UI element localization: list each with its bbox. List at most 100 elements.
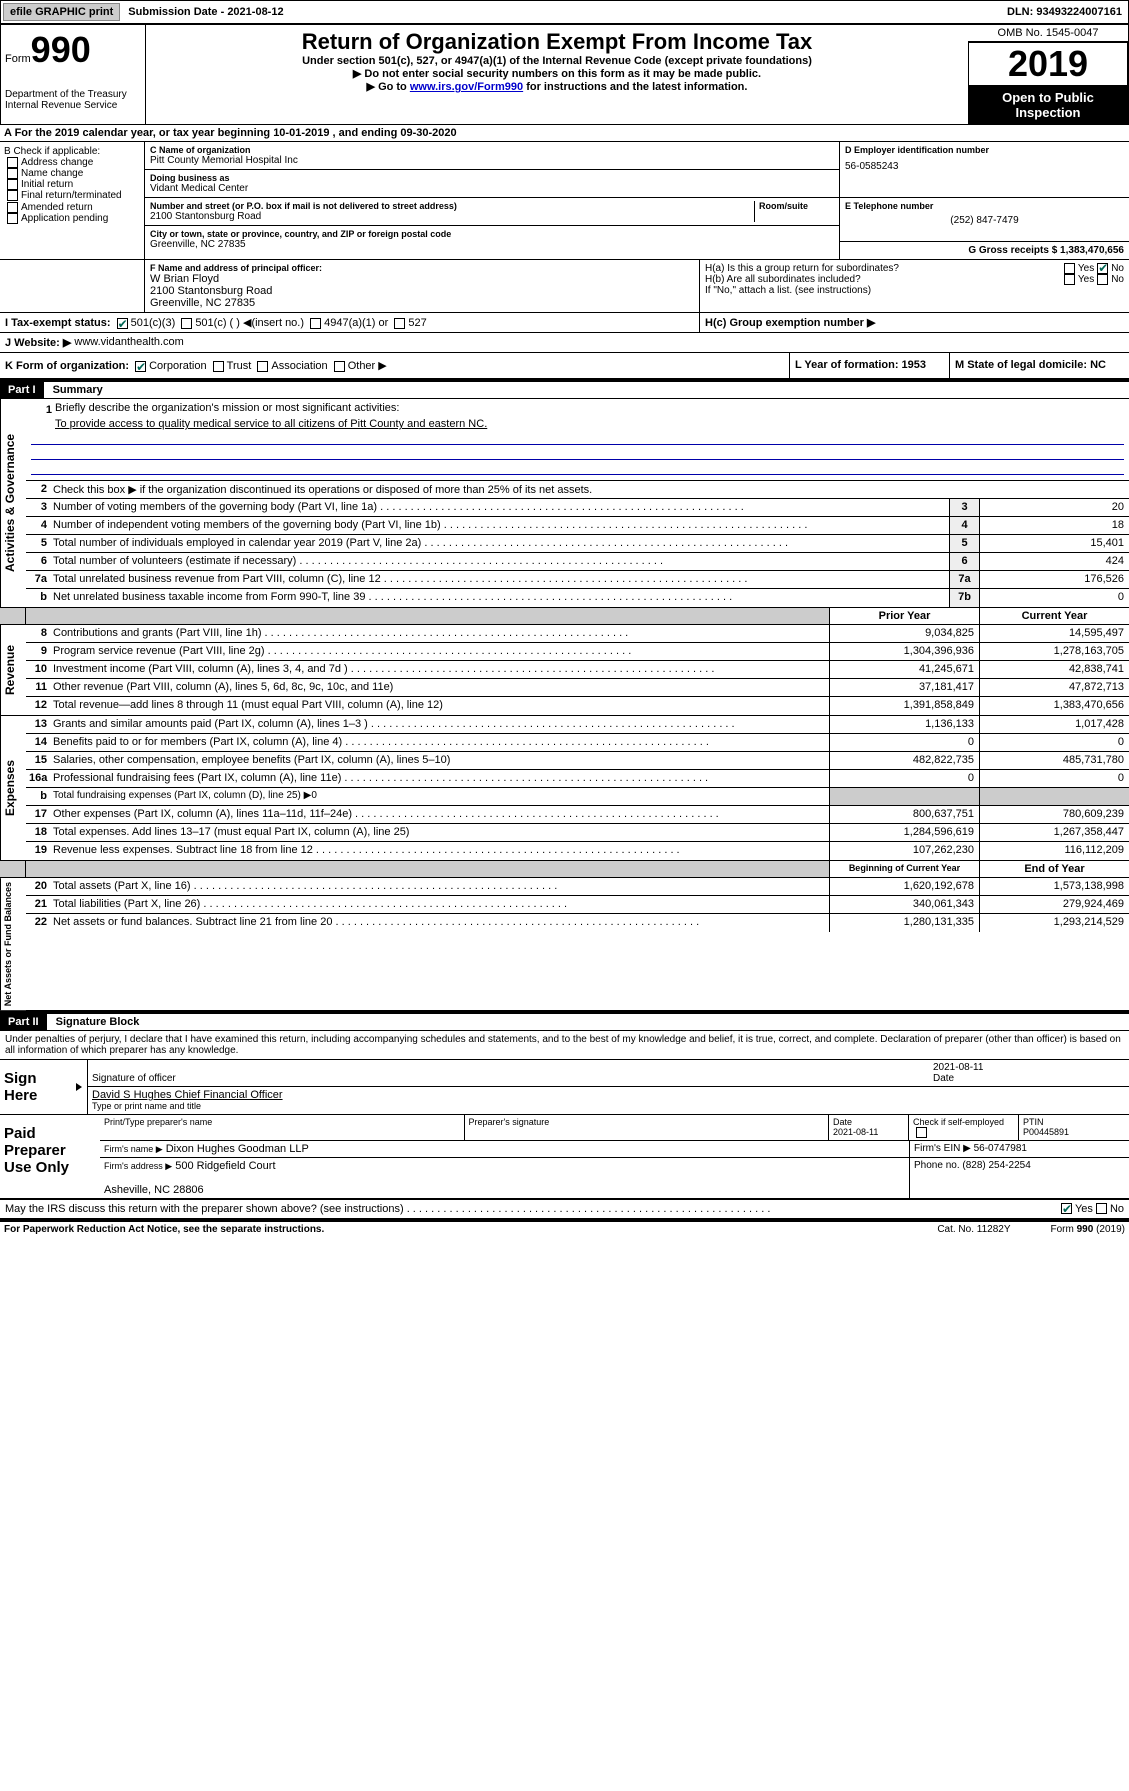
527-checkbox[interactable] [394, 318, 405, 329]
beginning-year-header: Beginning of Current Year [829, 861, 979, 877]
line-8-prior: 9,034,825 [829, 625, 979, 642]
name-change-checkbox[interactable] [7, 168, 18, 179]
line-15-prior: 482,822,735 [829, 752, 979, 769]
mission-blank-1 [31, 432, 1124, 445]
column-b-checkboxes: B Check if applicable: Address change Na… [0, 142, 145, 259]
amended-return-checkbox[interactable] [7, 202, 18, 213]
line-16b-text: Total fundraising expenses (Part IX, col… [50, 788, 829, 805]
line-22-text: Net assets or fund balances. Subtract li… [50, 914, 829, 932]
line-16b-shade-b [979, 788, 1129, 805]
vlabel-expenses: Expenses [0, 716, 26, 860]
other-label: Other ▶ [348, 360, 387, 372]
open-public-inspection: Open to Public Inspection [968, 86, 1128, 124]
sign-arrow-icon [76, 1083, 82, 1091]
line-21-text: Total liabilities (Part X, line 26) [50, 896, 829, 913]
line-18-current: 1,267,358,447 [979, 824, 1129, 841]
line-22-prior: 1,280,131,335 [829, 914, 979, 932]
type-name-label: Type or print name and title [92, 1101, 1125, 1111]
form-footer: Form 990 (2019) [1051, 1224, 1125, 1235]
submission-date-label: Submission Date - 2021-08-12 [122, 4, 289, 20]
application-pending-checkbox[interactable] [7, 213, 18, 224]
line-10-current: 42,838,741 [979, 661, 1129, 678]
top-bar: efile GRAPHIC print Submission Date - 20… [0, 0, 1129, 24]
4947-checkbox[interactable] [310, 318, 321, 329]
efile-print-button[interactable]: efile GRAPHIC print [3, 3, 120, 21]
line-15-text: Salaries, other compensation, employee b… [50, 752, 829, 769]
self-employed-checkbox[interactable] [916, 1127, 927, 1138]
room-label: Room/suite [759, 201, 834, 211]
line-5-val: 15,401 [979, 535, 1129, 552]
corp-checkbox[interactable] [135, 361, 146, 372]
dln-label: DLN: 93493224007161 [1001, 4, 1128, 20]
discuss-yes: Yes [1075, 1203, 1093, 1215]
irs-link[interactable]: www.irs.gov/Form990 [410, 81, 523, 93]
initial-return-checkbox[interactable] [7, 179, 18, 190]
line-8-current: 14,595,497 [979, 625, 1129, 642]
line-9-current: 1,278,163,705 [979, 643, 1129, 660]
discuss-no: No [1110, 1203, 1124, 1215]
firm-name-label: Firm's name ▶ [104, 1144, 163, 1154]
line-15-current: 485,731,780 [979, 752, 1129, 769]
line-7a-text: Total unrelated business revenue from Pa… [50, 571, 949, 588]
vlabel-net-assets: Net Assets or Fund Balances [0, 878, 26, 1010]
hb-no-checkbox[interactable] [1097, 274, 1108, 285]
final-return-label: Final return/terminated [21, 191, 122, 202]
street-address: 2100 Stantonsburg Road [150, 211, 754, 222]
line-11-text: Other revenue (Part VIII, column (A), li… [50, 679, 829, 696]
ha-yes-checkbox[interactable] [1064, 263, 1075, 274]
prep-name-label: Print/Type preparer's name [100, 1115, 465, 1140]
org-name: Pitt County Memorial Hospital Inc [150, 155, 834, 166]
firm-ein: Firm's EIN ▶ 56-0747981 [909, 1141, 1129, 1157]
line-12-text: Total revenue—add lines 8 through 11 (mu… [50, 697, 829, 715]
dept-treasury: Department of the Treasury Internal Reve… [5, 89, 141, 111]
assoc-checkbox[interactable] [257, 361, 268, 372]
city-label: City or town, state or province, country… [150, 229, 834, 239]
final-return-checkbox[interactable] [7, 190, 18, 201]
line-6-val: 424 [979, 553, 1129, 570]
mission-blank-3 [31, 462, 1124, 475]
line-10-text: Investment income (Part VIII, column (A)… [50, 661, 829, 678]
line-20-current: 1,573,138,998 [979, 878, 1129, 895]
trust-checkbox[interactable] [213, 361, 224, 372]
ha-yes: Yes [1078, 263, 1094, 274]
part-ii-title: Signature Block [50, 1014, 146, 1030]
other-checkbox[interactable] [334, 361, 345, 372]
line-13-prior: 1,136,133 [829, 716, 979, 733]
current-year-header: Current Year [979, 608, 1129, 624]
line-17-prior: 800,637,751 [829, 806, 979, 823]
discuss-no-checkbox[interactable] [1096, 1203, 1107, 1214]
vlabel-governance: Activities & Governance [0, 399, 26, 607]
omb-number: OMB No. 1545-0047 [968, 25, 1128, 42]
line-9-text: Program service revenue (Part VIII, line… [50, 643, 829, 660]
paid-preparer-label: Paid Preparer Use Only [0, 1115, 100, 1198]
firm-name: Dixon Hughes Goodman LLP [166, 1143, 309, 1155]
officer-name: W Brian Floyd [150, 273, 694, 285]
501c3-checkbox[interactable] [117, 318, 128, 329]
line-14-current: 0 [979, 734, 1129, 751]
line-16a-text: Professional fundraising fees (Part IX, … [50, 770, 829, 787]
cat-number: Cat. No. 11282Y [937, 1224, 1010, 1235]
form-header: Form990 Department of the Treasury Inter… [0, 24, 1129, 125]
ha-no-checkbox[interactable] [1097, 263, 1108, 274]
501c-checkbox[interactable] [181, 318, 192, 329]
line-7b-text: Net unrelated business taxable income fr… [50, 589, 949, 607]
c-name-label: C Name of organization [150, 145, 834, 155]
hb-label: H(b) Are all subordinates included? [705, 274, 1061, 285]
prior-year-header: Prior Year [829, 608, 979, 624]
hb-yes-checkbox[interactable] [1064, 274, 1075, 285]
line-13-current: 1,017,428 [979, 716, 1129, 733]
website-value: www.vidanthealth.com [74, 336, 183, 349]
discuss-yes-checkbox[interactable] [1061, 1203, 1072, 1214]
dba-name: Vidant Medical Center [150, 183, 834, 194]
form-number: 990 [31, 29, 91, 70]
address-change-checkbox[interactable] [7, 157, 18, 168]
line-9-prior: 1,304,396,936 [829, 643, 979, 660]
self-employed-label: Check if self-employed [913, 1117, 1004, 1127]
form-title: Return of Organization Exempt From Incom… [150, 29, 964, 55]
officer-address: 2100 Stantonsburg Road Greenville, NC 27… [150, 285, 694, 309]
line-17-current: 780,609,239 [979, 806, 1129, 823]
tax-year: 2019 [968, 42, 1128, 86]
g-gross-receipts: G Gross receipts $ 1,383,470,656 [968, 245, 1124, 256]
b-label: B Check if applicable: [4, 146, 140, 157]
row-a-tax-year: A For the 2019 calendar year, or tax yea… [0, 125, 1129, 142]
